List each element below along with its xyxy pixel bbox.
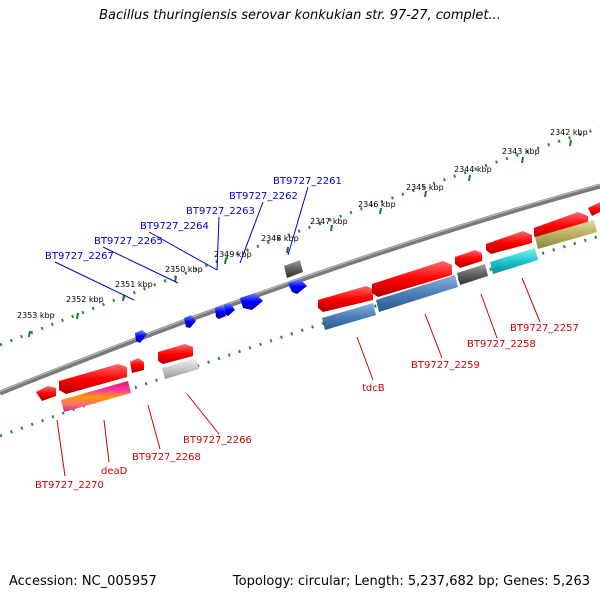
label-deaD[interactable]: deaD	[101, 466, 128, 477]
kbp-label: 2349 kbp	[214, 250, 252, 259]
gene-bt9727-2264[interactable]	[215, 305, 226, 319]
genome-backbone-highlight	[0, 183, 600, 393]
label-bt9727-2270[interactable]: BT9727_2270	[35, 480, 104, 491]
gene-bt9727-2262[interactable]	[240, 293, 263, 310]
gene-bt9727-2257-red[interactable]	[486, 231, 532, 254]
kbp-label: 2347 kbp	[310, 217, 348, 226]
label-bt9727-2257[interactable]: BT9727_2257	[510, 323, 579, 334]
gene-dark-forward[interactable]	[284, 260, 303, 278]
label-tdcB[interactable]: tdcB	[362, 383, 385, 394]
gene-red-edge[interactable]	[588, 202, 600, 216]
major-ticks	[28, 139, 572, 338]
gene-tdcb-steel[interactable]	[322, 303, 376, 330]
topology-summary: Topology: circular; Length: 5,237,682 bp…	[232, 574, 590, 589]
gene-deaD-stripe[interactable]	[61, 381, 131, 412]
reverse-labels: BT9727_2270 deaD BT9727_2268 BT9727_2266…	[35, 323, 579, 491]
label-bt9727-2264[interactable]: BT9727_2264	[140, 221, 209, 232]
forward-leaders	[54, 186, 309, 301]
reverse-genes-red	[36, 202, 600, 401]
gene-bt9727-2267[interactable]	[135, 330, 147, 343]
label-bt9727-2266[interactable]: BT9727_2266	[183, 435, 252, 446]
kbp-label: 2345 kbp	[406, 183, 444, 192]
label-bt9727-2265[interactable]: BT9727_2265	[94, 236, 163, 247]
label-bt9727-2261[interactable]: BT9727_2261	[273, 176, 342, 187]
label-bt9727-2258[interactable]: BT9727_2258	[467, 339, 536, 350]
gene-bt9727-2258-cyan[interactable]	[490, 248, 538, 274]
gene-bt9727-2258-red[interactable]	[455, 250, 482, 268]
reverse-leaders	[56, 277, 541, 477]
label-bt9727-2262[interactable]: BT9727_2262	[229, 191, 298, 202]
forward-genes	[135, 260, 307, 343]
gene-bt9727-2268[interactable]	[130, 358, 144, 373]
gene-bt9727-2270[interactable]	[36, 386, 56, 401]
gene-bt9727-2266-red[interactable]	[158, 344, 193, 364]
gene-bt9727-2258-dark[interactable]	[457, 264, 488, 285]
accession-text: Accession: NC_005957	[9, 574, 157, 589]
kbp-label: 2343 kbp	[502, 147, 540, 156]
forward-labels: BT9727_2267 BT9727_2265 BT9727_2264 BT97…	[45, 176, 342, 262]
label-bt9727-2268[interactable]: BT9727_2268	[132, 452, 201, 463]
gene-bt9727-2259-steel[interactable]	[376, 275, 458, 312]
kbp-label: 2352 kbp	[66, 295, 104, 304]
gene-bt9727-2266-gray[interactable]	[162, 358, 199, 379]
map-title: Bacillus thuringiensis serovar konkukian…	[99, 8, 501, 23]
gene-bt9727-2265[interactable]	[184, 315, 196, 328]
forward-scale-track	[0, 126, 600, 347]
gene-bt9727-2261[interactable]	[288, 279, 307, 294]
label-bt9727-2263[interactable]: BT9727_2263	[186, 206, 255, 217]
gene-bt9727-2257-olive[interactable]	[535, 220, 597, 249]
label-bt9727-2259[interactable]: BT9727_2259	[411, 360, 480, 371]
gene-tdcb-red[interactable]	[318, 286, 373, 312]
kbp-label: 2346 kbp	[358, 200, 396, 209]
scale-labels: 2353 kbp 2352 kbp 2351 kbp 2350 kbp 2349…	[17, 128, 588, 320]
kbp-label: 2348 kbp	[261, 234, 299, 243]
label-bt9727-2267[interactable]: BT9727_2267	[45, 251, 114, 262]
genome-backbone	[0, 183, 600, 396]
kbp-label: 2350 kbp	[165, 265, 203, 274]
gene-bt9727-2263[interactable]	[224, 303, 235, 316]
kbp-label: 2351 kbp	[115, 280, 153, 289]
reverse-genes-colored	[61, 220, 597, 412]
kbp-label: 2353 kbp	[17, 311, 55, 320]
kbp-label: 2342 kbp	[550, 128, 588, 137]
gene-bt9727-2259-red[interactable]	[372, 261, 452, 297]
gene-deaD-red[interactable]	[59, 364, 127, 394]
kbp-label: 2344 kbp	[454, 165, 492, 174]
gene-red-far-right[interactable]	[534, 212, 588, 240]
